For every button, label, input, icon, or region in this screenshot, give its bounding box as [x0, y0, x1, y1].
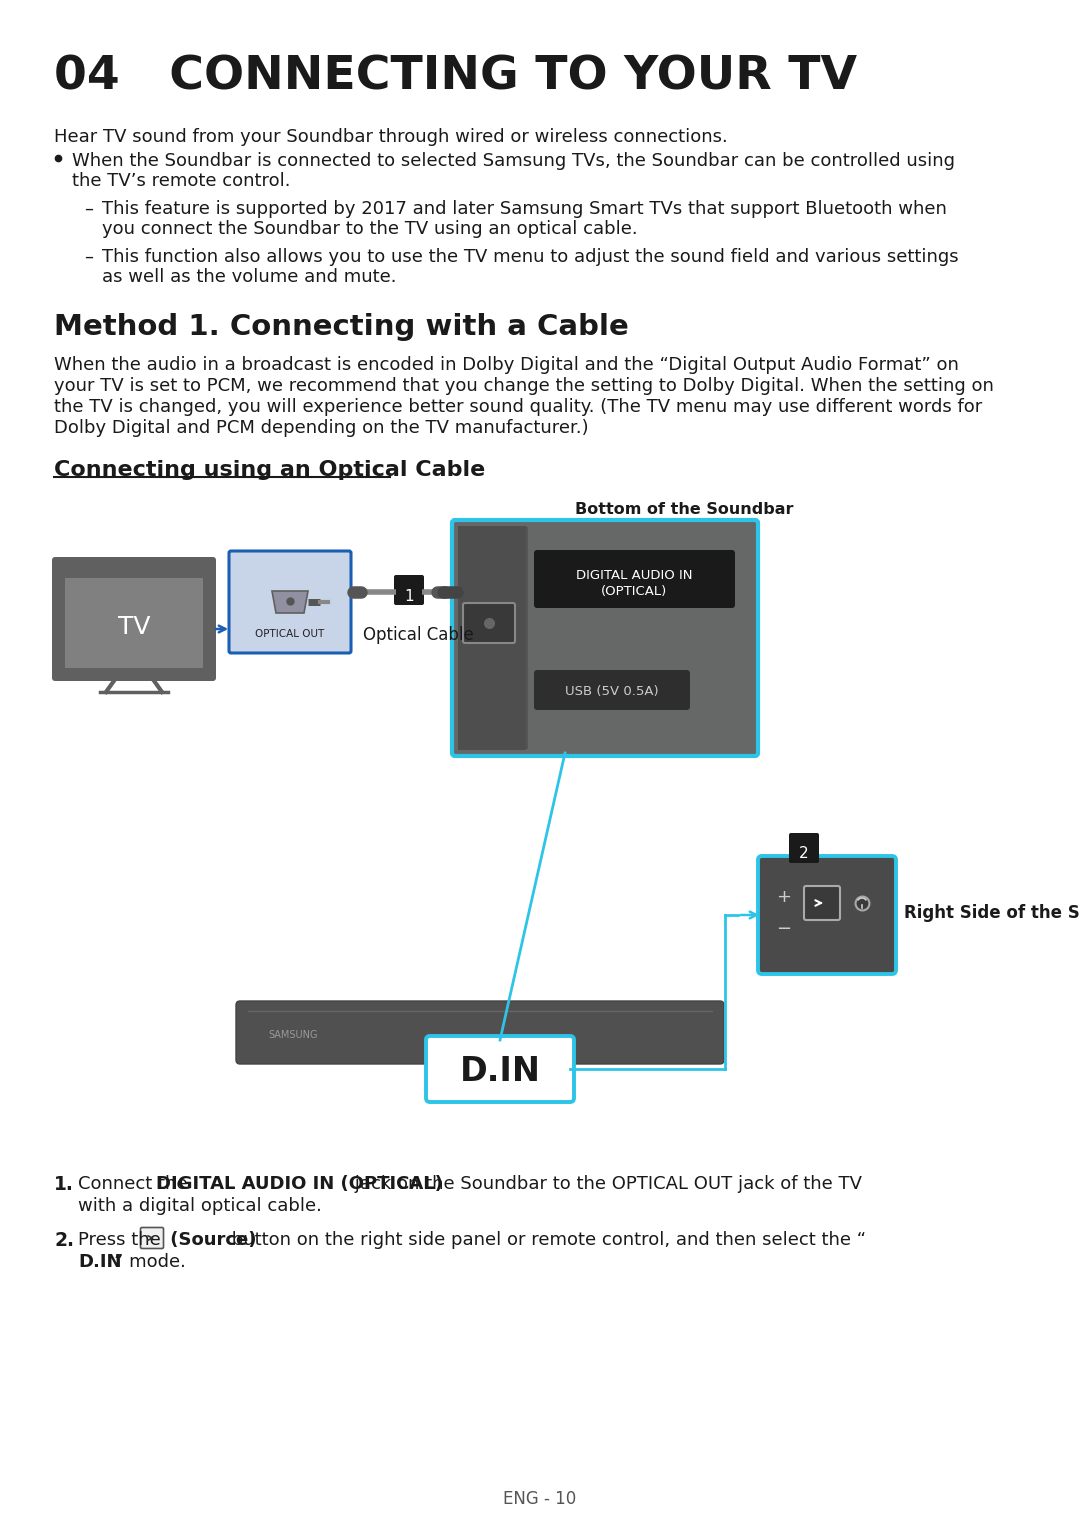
Text: This function also allows you to use the TV menu to adjust the sound field and v: This function also allows you to use the… [102, 248, 959, 267]
Text: button on the right side panel or remote control, and then select the “: button on the right side panel or remote… [226, 1232, 866, 1249]
Text: your TV is set to PCM, we recommend that you change the setting to Dolby Digital: your TV is set to PCM, we recommend that… [54, 377, 994, 395]
Text: +: + [777, 889, 791, 905]
Text: as well as the volume and mute.: as well as the volume and mute. [102, 268, 396, 286]
FancyBboxPatch shape [804, 885, 840, 921]
Text: OPTICAL OUT: OPTICAL OUT [255, 630, 325, 639]
Text: 1: 1 [404, 588, 414, 604]
Text: −: − [777, 921, 792, 938]
Text: 2: 2 [799, 846, 809, 861]
Text: Method 1. Connecting with a Cable: Method 1. Connecting with a Cable [54, 313, 629, 342]
Text: the TV is changed, you will experience better sound quality. (The TV menu may us: the TV is changed, you will experience b… [54, 398, 982, 417]
Text: Right Side of the Soundbar: Right Side of the Soundbar [904, 904, 1080, 922]
Text: D.IN: D.IN [78, 1253, 121, 1272]
FancyBboxPatch shape [394, 574, 424, 605]
Text: you connect the Soundbar to the TV using an optical cable.: you connect the Soundbar to the TV using… [102, 221, 637, 237]
FancyBboxPatch shape [463, 604, 515, 643]
Text: 04   CONNECTING TO YOUR TV: 04 CONNECTING TO YOUR TV [54, 55, 858, 100]
Text: Bottom of the Soundbar: Bottom of the Soundbar [575, 502, 794, 516]
Text: the TV’s remote control.: the TV’s remote control. [72, 172, 291, 190]
Text: Press the: Press the [78, 1232, 166, 1249]
FancyBboxPatch shape [426, 1036, 573, 1102]
Text: –: – [84, 201, 93, 218]
Text: This feature is supported by 2017 and later Samsung Smart TVs that support Bluet: This feature is supported by 2017 and la… [102, 201, 947, 218]
FancyBboxPatch shape [237, 1000, 724, 1065]
Text: Hear TV sound from your Soundbar through wired or wireless connections.: Hear TV sound from your Soundbar through… [54, 129, 728, 146]
FancyBboxPatch shape [534, 669, 690, 709]
Text: Optical Cable: Optical Cable [363, 627, 474, 643]
Text: Connecting using an Optical Cable: Connecting using an Optical Cable [54, 460, 485, 480]
Bar [65, 578, 203, 668]
FancyBboxPatch shape [789, 833, 819, 863]
Text: ENG - 10: ENG - 10 [503, 1491, 577, 1507]
Bar [458, 525, 526, 751]
Text: DIGITAL AUDIO IN: DIGITAL AUDIO IN [576, 568, 692, 582]
Text: jack on the Soundbar to the OPTICAL OUT jack of the TV: jack on the Soundbar to the OPTICAL OUT … [349, 1175, 862, 1193]
FancyBboxPatch shape [453, 519, 758, 755]
Text: When the audio in a broadcast is encoded in Dolby Digital and the “Digital Outpu: When the audio in a broadcast is encoded… [54, 355, 959, 374]
Text: with a digital optical cable.: with a digital optical cable. [78, 1196, 322, 1215]
Text: Dolby Digital and PCM depending on the TV manufacturer.): Dolby Digital and PCM depending on the T… [54, 418, 589, 437]
FancyBboxPatch shape [758, 856, 896, 974]
Text: ” mode.: ” mode. [114, 1253, 186, 1272]
FancyBboxPatch shape [140, 1227, 163, 1249]
Text: 2.: 2. [54, 1232, 75, 1250]
Polygon shape [272, 591, 308, 613]
Text: USB (5V 0.5A): USB (5V 0.5A) [565, 685, 659, 699]
Text: (OPTICAL): (OPTICAL) [600, 585, 667, 597]
FancyBboxPatch shape [52, 558, 216, 682]
Text: (Source): (Source) [164, 1232, 257, 1249]
Text: DIGITAL AUDIO IN (OPTICAL): DIGITAL AUDIO IN (OPTICAL) [156, 1175, 443, 1193]
Text: Connect the: Connect the [78, 1175, 193, 1193]
Text: SAMSUNG: SAMSUNG [268, 1030, 318, 1040]
Text: When the Soundbar is connected to selected Samsung TVs, the Soundbar can be cont: When the Soundbar is connected to select… [72, 152, 955, 170]
FancyBboxPatch shape [229, 552, 351, 653]
Text: –: – [84, 248, 93, 267]
Text: 1.: 1. [54, 1175, 73, 1193]
Text: D.IN: D.IN [459, 1056, 540, 1088]
Text: TV: TV [118, 614, 150, 639]
FancyBboxPatch shape [534, 550, 735, 608]
